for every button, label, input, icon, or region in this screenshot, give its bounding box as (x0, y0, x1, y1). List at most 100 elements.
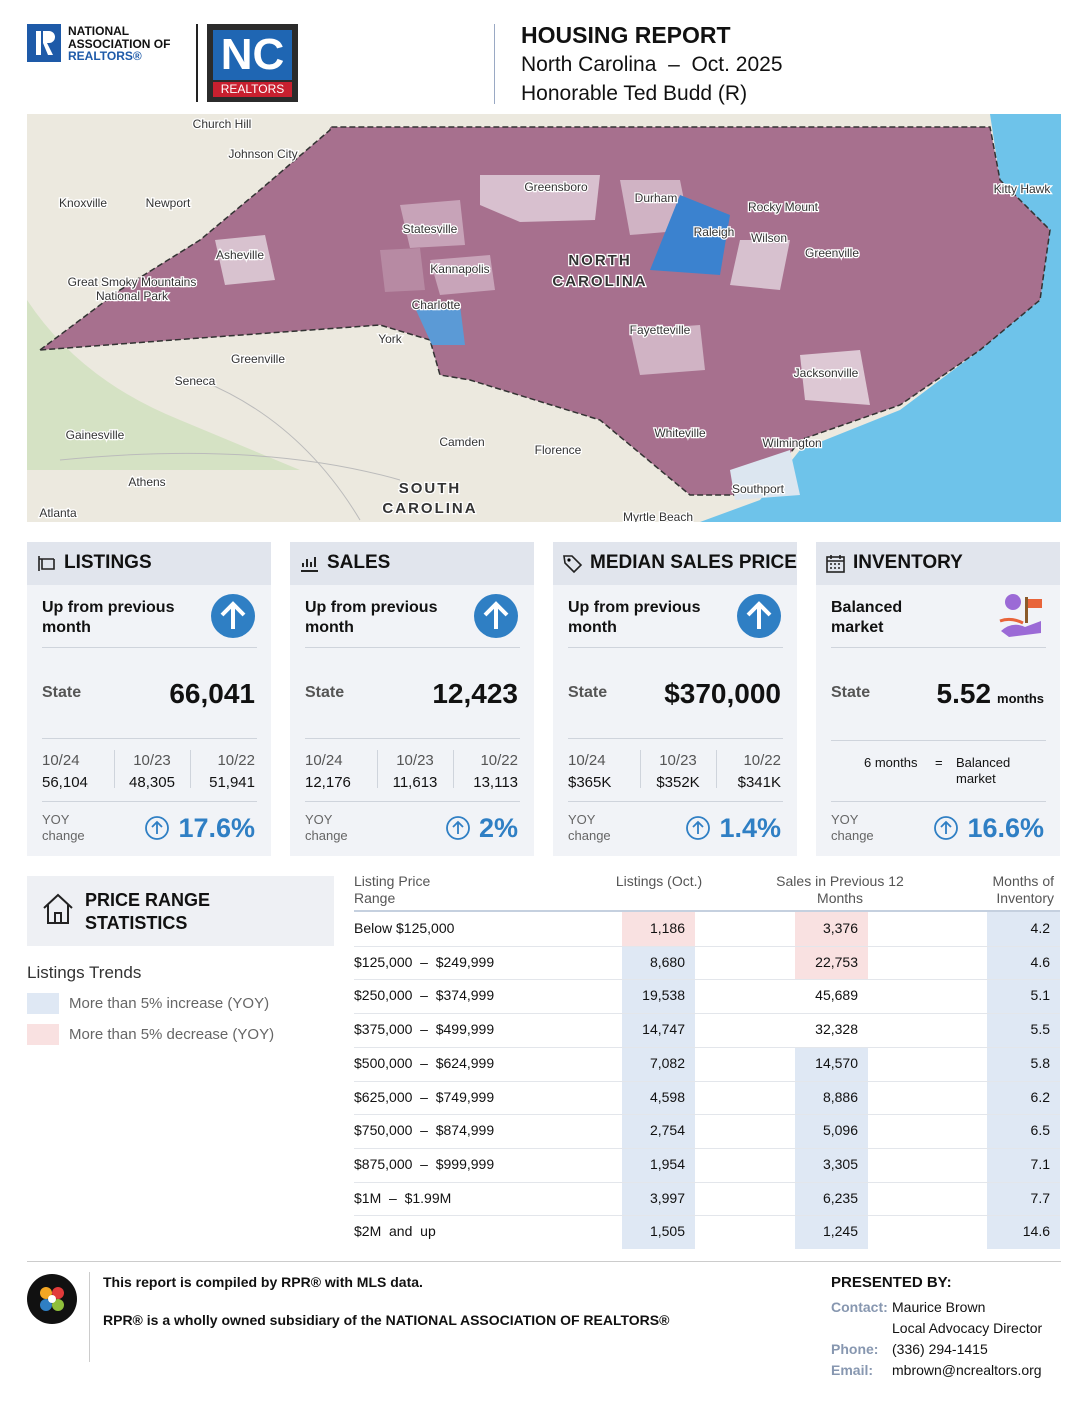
map-label: SOUTH (399, 480, 462, 497)
price-range: $1M – $1.99M (354, 1189, 452, 1206)
yoy-label: YOY change (831, 812, 874, 843)
trend-cell (622, 1181, 695, 1216)
table-header-rule (354, 910, 1060, 912)
card-header (290, 542, 534, 585)
history-value: 13,113 (473, 774, 518, 791)
card-icon (38, 556, 55, 571)
map-label: National Park (96, 289, 169, 303)
state-value: 12,423 (432, 678, 518, 709)
history-value: 48,305 (129, 774, 175, 791)
region: North Carolina (521, 53, 657, 76)
footer-divider (89, 1272, 90, 1362)
report-title: HOUSING REPORT (521, 22, 731, 48)
map-label: NORTH (568, 252, 631, 269)
state-label: State (568, 684, 608, 701)
trend-cell (795, 1080, 868, 1115)
price-range: $250,000 – $374,999 (354, 987, 495, 1004)
sales: 22,753 (815, 953, 858, 970)
rpr-logo (27, 1274, 77, 1324)
card-header (553, 542, 797, 585)
table-header: Listings (Oct.) (615, 873, 703, 889)
history-value: $341K (737, 774, 781, 791)
card-rule (568, 738, 783, 739)
history-period: 10/24 (568, 752, 606, 769)
map-label: Knoxville (59, 196, 107, 210)
card-header (27, 542, 271, 585)
trend-cell (795, 1215, 868, 1250)
trend-cell (622, 979, 695, 1014)
history-divider (377, 750, 378, 788)
map-label: Athens (128, 475, 165, 489)
state-value: 66,041 (169, 678, 255, 709)
months-inventory: 7.7 (1030, 1189, 1050, 1206)
card-rule (305, 801, 520, 802)
price-range: $500,000 – $624,999 (354, 1054, 495, 1071)
card-icon (826, 555, 845, 573)
card-header (816, 542, 1060, 585)
stat-card: INVENTORY Balanced market State 5.52 months 6… (816, 542, 1060, 856)
trend-cell (622, 1147, 695, 1183)
stat-card: MEDIAN SALES PRICE Up from previous month… (553, 542, 797, 856)
nc-logo-mark: NC (213, 30, 292, 80)
nar-logo-mark (27, 24, 61, 62)
phone-label: Phone: (831, 1341, 879, 1357)
contact-name: Maurice Brown (892, 1299, 986, 1315)
sales: 8,886 (822, 1088, 858, 1105)
contact-label: Contact: (831, 1299, 888, 1315)
card-title: MEDIAN SALES PRICE (590, 552, 797, 573)
map-label: Kitty Hawk (994, 182, 1052, 196)
state-unit: months (997, 691, 1044, 706)
card-title: LISTINGS (64, 552, 152, 573)
map-label: Kannapolis (430, 262, 489, 276)
sales: 1,245 (822, 1223, 858, 1240)
map-label: Camden (439, 435, 484, 449)
state-label: State (305, 684, 345, 701)
trend-cell (622, 1013, 695, 1048)
row-rule (354, 1080, 1060, 1082)
map-label: York (378, 332, 403, 346)
listings: 8,680 (649, 953, 685, 970)
header-divider (494, 24, 495, 104)
listings: 1,954 (649, 1155, 685, 1172)
sales: 6,235 (822, 1189, 858, 1206)
yoy-value: 2% (478, 813, 518, 843)
price-range: $875,000 – $999,999 (354, 1155, 495, 1172)
map: Church Hill Johnson City Knoxville Newport G… (27, 114, 1061, 522)
note-equals: = (935, 755, 943, 770)
row-rule (354, 1046, 1060, 1048)
period: Oct. 2025 (691, 53, 783, 76)
nar-logo-line: NATIONAL (68, 24, 130, 38)
row-rule (354, 1013, 1060, 1015)
sales: 14,570 (815, 1054, 858, 1071)
listings: 3,997 (649, 1189, 685, 1206)
trend-cell (622, 1080, 695, 1115)
months-inventory: 6.2 (1030, 1088, 1050, 1105)
email: mbrown@ncrealtors.org (892, 1362, 1042, 1378)
map-label: CAROLINA (552, 273, 647, 290)
nar-logo-line: ASSOCIATION OF (68, 36, 171, 51)
map-label: Wilson (751, 231, 787, 245)
map-label: Durham (635, 191, 678, 205)
yoy-label: YOY change (305, 812, 348, 843)
map-label: Wilmington (762, 436, 821, 450)
sales: 45,689 (815, 987, 858, 1004)
map-label: Great Smoky Mountains (68, 275, 197, 289)
legend-label: More than 5% decrease (YOY) (69, 1026, 275, 1043)
card-title: SALES (327, 552, 391, 573)
state-value: 5.52 (936, 678, 992, 709)
map-label: Gainesville (66, 428, 125, 442)
listings: 19,538 (642, 987, 685, 1004)
yoy-value: 16.6% (967, 813, 1044, 843)
trend-cell (622, 1215, 695, 1250)
listings: 1,186 (649, 920, 685, 936)
price-range: $2M and up (354, 1223, 436, 1240)
footer-note: RPR® is a wholly owned subsidiary of the… (103, 1312, 670, 1328)
trend-cell (795, 1114, 868, 1149)
card-icon (563, 555, 583, 574)
map-label: Myrtle Beach (623, 510, 693, 522)
trend-cell (622, 945, 695, 980)
history-value: $352K (656, 774, 700, 791)
card-rule (568, 801, 783, 802)
map-label: Jacksonville (794, 366, 859, 380)
yoy-value: 17.6% (178, 813, 255, 843)
